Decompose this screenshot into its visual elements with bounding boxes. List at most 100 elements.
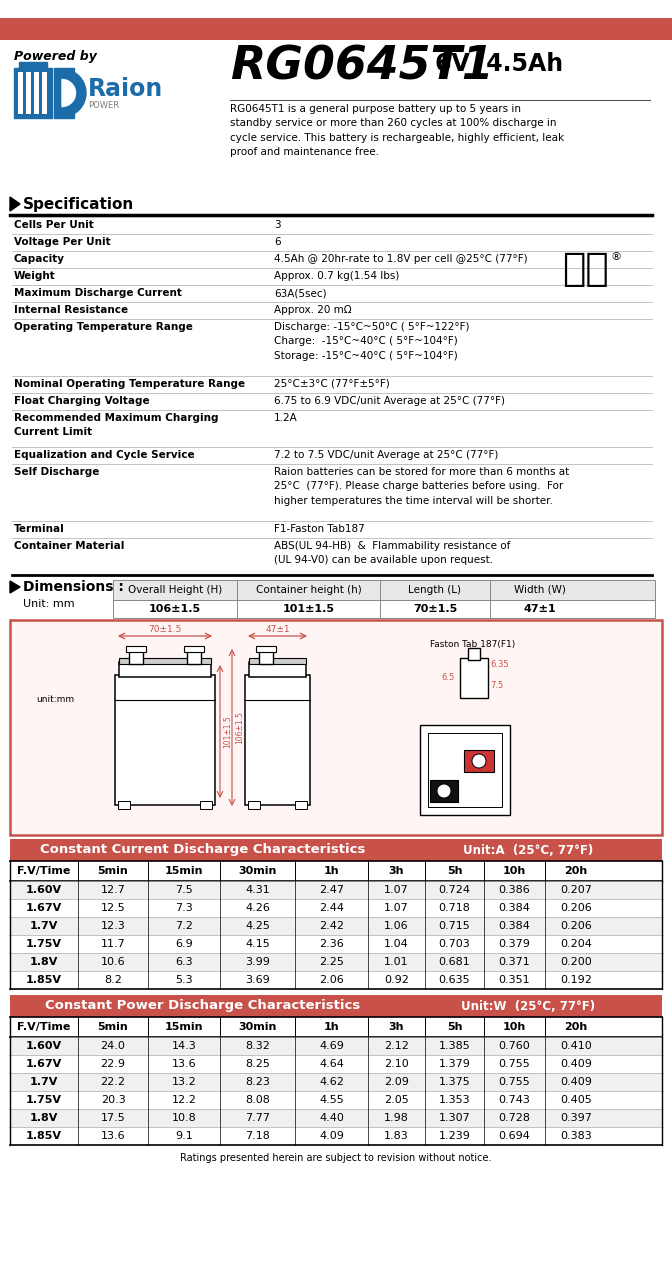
Text: 1h: 1h: [324, 1021, 339, 1032]
Text: Overall Height (H): Overall Height (H): [128, 585, 222, 595]
Bar: [10, 1108, 662, 1126]
Text: 2.09: 2.09: [384, 1076, 409, 1087]
Circle shape: [437, 783, 451, 797]
Text: 1.379: 1.379: [439, 1059, 470, 1069]
Bar: [10, 899, 662, 916]
Text: POWER: POWER: [88, 101, 119, 110]
Text: 101±1.5: 101±1.5: [223, 716, 232, 748]
Text: Ratings presented herein are subject to revision without notice.: Ratings presented herein are subject to …: [180, 1153, 492, 1164]
Text: 17.5: 17.5: [101, 1114, 126, 1123]
Bar: [10, 954, 662, 972]
Text: 0.383: 0.383: [560, 1132, 592, 1140]
Text: 0.715: 0.715: [439, 922, 470, 931]
Bar: [10, 1126, 662, 1146]
Text: 2.44: 2.44: [319, 902, 344, 913]
Bar: [460, 658, 488, 698]
Wedge shape: [62, 79, 75, 106]
Bar: [10, 995, 662, 1018]
Text: 8.32: 8.32: [245, 1041, 270, 1051]
Text: 47±1: 47±1: [523, 604, 556, 614]
Text: 0.351: 0.351: [499, 975, 530, 986]
Text: 1.04: 1.04: [384, 940, 409, 948]
Text: 9.1: 9.1: [175, 1132, 193, 1140]
Text: 5h: 5h: [447, 1021, 462, 1032]
Text: Unit:W  (25°C, 77°F): Unit:W (25°C, 77°F): [462, 1000, 595, 1012]
Text: 6: 6: [274, 237, 281, 247]
Text: 70±1.5: 70±1.5: [149, 625, 181, 634]
Text: F.V/Time: F.V/Time: [17, 1021, 71, 1032]
Text: 4.40: 4.40: [319, 1114, 344, 1123]
Text: Container Material: Container Material: [14, 541, 124, 550]
Text: 12.7: 12.7: [101, 884, 126, 895]
Text: Capacity: Capacity: [14, 253, 65, 264]
Text: Container height (h): Container height (h): [255, 585, 362, 595]
Text: 7.5: 7.5: [175, 884, 193, 895]
Text: 1.07: 1.07: [384, 884, 409, 895]
Text: F.V/Time: F.V/Time: [17, 867, 71, 876]
Text: 7.18: 7.18: [245, 1132, 270, 1140]
Text: 2.05: 2.05: [384, 1094, 409, 1105]
Text: 1h: 1h: [324, 867, 339, 876]
Text: Raion batteries can be stored for more than 6 months at
25°C  (77°F). Please cha: Raion batteries can be stored for more t…: [274, 467, 569, 506]
Text: 1.239: 1.239: [439, 1132, 470, 1140]
Text: 0.200: 0.200: [560, 957, 592, 966]
Text: 14.3: 14.3: [171, 1041, 196, 1051]
Bar: [0, 18, 672, 40]
Text: 5min: 5min: [97, 867, 128, 876]
Text: Maximum Discharge Current: Maximum Discharge Current: [14, 288, 182, 298]
Text: ®: ®: [610, 252, 621, 262]
Text: 13.6: 13.6: [101, 1132, 125, 1140]
Text: 2.36: 2.36: [319, 940, 344, 948]
Text: 15min: 15min: [165, 867, 203, 876]
Text: 63A(5sec): 63A(5sec): [274, 288, 327, 298]
Text: Raion: Raion: [88, 77, 163, 101]
Text: 10.6: 10.6: [101, 957, 125, 966]
Text: 0.703: 0.703: [439, 940, 470, 948]
Text: 0.379: 0.379: [499, 940, 530, 948]
Text: 4.62: 4.62: [319, 1076, 344, 1087]
Text: 1.307: 1.307: [439, 1114, 470, 1123]
Bar: [10, 881, 662, 899]
Bar: [126, 646, 146, 652]
Bar: [245, 675, 310, 805]
Bar: [10, 1091, 662, 1108]
Bar: [118, 801, 130, 809]
Text: Length (L): Length (L): [409, 585, 462, 595]
Text: 4.55: 4.55: [319, 1094, 344, 1105]
Text: ABS(UL 94-HB)  &  Flammability resistance of
(UL 94-V0) can be available upon re: ABS(UL 94-HB) & Flammability resistance …: [274, 541, 510, 566]
Text: 0.410: 0.410: [560, 1041, 592, 1051]
Text: Recommended Maximum Charging
Current Limit: Recommended Maximum Charging Current Lim…: [14, 413, 218, 436]
Text: 2.25: 2.25: [319, 957, 344, 966]
Text: 0.743: 0.743: [499, 1094, 530, 1105]
Text: 2.10: 2.10: [384, 1059, 409, 1069]
Bar: [14, 68, 52, 118]
Text: 24.0: 24.0: [101, 1041, 126, 1051]
Bar: [428, 733, 502, 806]
Text: 0.92: 0.92: [384, 975, 409, 986]
Text: 5h: 5h: [447, 867, 462, 876]
Text: RG0645T1: RG0645T1: [230, 45, 494, 90]
Text: 1.60V: 1.60V: [26, 884, 62, 895]
Bar: [18, 72, 23, 114]
Text: Constant Current Discharge Characteristics: Constant Current Discharge Characteristi…: [40, 844, 365, 856]
Text: F1-Faston Tab187: F1-Faston Tab187: [274, 524, 365, 534]
Text: 0.409: 0.409: [560, 1059, 592, 1069]
Text: 0.694: 0.694: [499, 1132, 530, 1140]
Text: 1.7V: 1.7V: [30, 1076, 58, 1087]
Text: 1.385: 1.385: [439, 1041, 470, 1051]
Bar: [10, 1037, 662, 1055]
Polygon shape: [10, 581, 20, 593]
Bar: [115, 675, 215, 805]
Text: 10.8: 10.8: [171, 1114, 196, 1123]
Bar: [10, 1055, 662, 1073]
Text: Unit:A  (25°C, 77°F): Unit:A (25°C, 77°F): [464, 844, 593, 856]
Text: Faston Tab 187(F1): Faston Tab 187(F1): [430, 640, 515, 649]
Text: 0.409: 0.409: [560, 1076, 592, 1087]
Text: 11.7: 11.7: [101, 940, 126, 948]
Text: 8.2: 8.2: [104, 975, 122, 986]
Text: 6V  4.5Ah: 6V 4.5Ah: [435, 52, 563, 76]
Text: 1.67V: 1.67V: [26, 1059, 62, 1069]
Text: 4.09: 4.09: [319, 1132, 344, 1140]
Text: 0.755: 0.755: [499, 1076, 530, 1087]
Text: Weight: Weight: [14, 271, 56, 282]
